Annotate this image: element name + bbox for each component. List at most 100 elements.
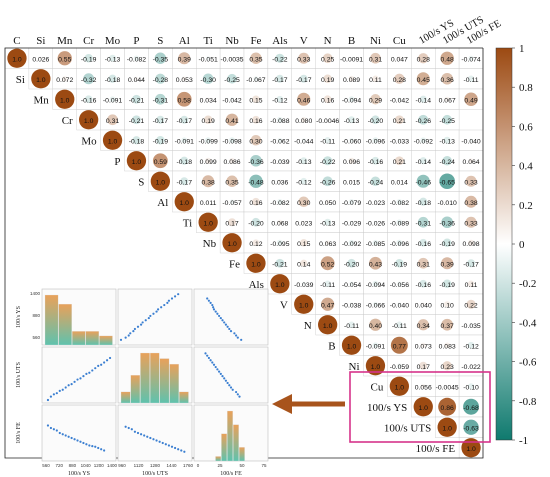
scatter-point — [94, 445, 97, 448]
correlation-dot — [294, 294, 314, 314]
correlation-value: -0.31 — [153, 97, 169, 104]
scatter-point — [127, 334, 130, 337]
correlation-value: -0.36 — [248, 159, 264, 166]
correlation-dot — [156, 136, 165, 145]
scatter-point — [167, 444, 171, 447]
scatter-point — [155, 310, 158, 313]
correlation-dot — [227, 73, 237, 84]
correlation-value: -0.19 — [81, 56, 97, 63]
correlation-value: -0.68 — [463, 405, 479, 412]
correlation-value: -0.089 — [390, 220, 409, 227]
scatter-point — [64, 386, 67, 389]
scatter-point — [124, 336, 127, 339]
correlation-dot — [275, 258, 285, 268]
correlation-dot — [156, 115, 165, 124]
correlation-dot — [108, 74, 117, 83]
correlation-value: 0.38 — [464, 200, 477, 207]
correlation-dot — [301, 138, 306, 143]
correlation-value: -0.091 — [103, 97, 122, 104]
correlation-dot — [246, 253, 266, 273]
correlation-value: 0.17 — [417, 364, 430, 371]
correlation-value: -0.20 — [248, 220, 264, 227]
correlation-value: 1.0 — [299, 302, 309, 309]
scatter-point — [147, 316, 150, 320]
correlation-dot — [202, 175, 215, 188]
correlation-value: 0.067 — [439, 97, 456, 104]
correlation-value: -0.48 — [248, 179, 264, 186]
correlation-value: -0.010 — [438, 200, 457, 207]
correlation-value: 0.036 — [271, 179, 288, 186]
correlation-value: -0.082 — [127, 56, 146, 63]
correlation-value: -0.029 — [342, 220, 361, 227]
correlation-value: -0.094 — [342, 97, 361, 104]
column-label: Cu — [393, 35, 406, 47]
correlation-value: 0.41 — [225, 118, 238, 125]
row-label: Al — [157, 197, 168, 209]
row-label: B — [328, 340, 335, 352]
correlation-dot — [369, 256, 382, 270]
correlation-value: -0.65 — [439, 179, 455, 186]
correlation-value: 0.19 — [202, 118, 215, 125]
correlation-value: -0.16 — [416, 241, 432, 248]
scatter-point — [231, 388, 234, 391]
correlation-value: 1.0 — [347, 343, 357, 350]
correlation-dot — [396, 239, 403, 246]
correlation-dot — [229, 137, 236, 144]
correlation-dot — [417, 319, 429, 331]
scatter-point — [160, 306, 163, 309]
scatter-point — [177, 293, 180, 296]
correlation-dot — [325, 240, 331, 246]
correlation-dot — [109, 54, 117, 62]
correlation-dot — [419, 361, 428, 370]
scatter-point — [103, 361, 106, 364]
row-label: 100/s UTS — [384, 422, 431, 434]
correlation-value: -0.040 — [390, 302, 409, 309]
correlation-value: -0.21 — [129, 118, 145, 125]
correlation-value: -0.46 — [416, 179, 432, 186]
correlation-value: 0.064 — [463, 159, 480, 166]
correlation-value: 0.49 — [464, 97, 477, 104]
correlation-dot — [463, 419, 479, 435]
correlation-value: -0.22 — [320, 159, 336, 166]
scatter-point — [97, 446, 100, 450]
scatter-point — [100, 448, 103, 451]
colorbar-tick-label: 0.6 — [519, 121, 533, 133]
correlation-dot — [301, 117, 307, 123]
column-label: Al — [179, 35, 190, 47]
row-label: Ni — [349, 361, 360, 373]
correlation-value: 0.099 — [200, 159, 217, 166]
correlation-value: 1.0 — [84, 118, 94, 125]
correlation-value: 0.40 — [369, 323, 382, 330]
correlation-value: -0.11 — [392, 323, 407, 330]
colorbar-tick-label: 0.4 — [519, 161, 533, 173]
correlation-dot — [467, 280, 475, 287]
row-label: P — [114, 156, 120, 168]
row-label: Ti — [183, 217, 192, 229]
correlation-value: -0.066 — [366, 302, 385, 309]
correlation-value: -0.040 — [461, 138, 480, 145]
histogram-bar — [227, 410, 233, 462]
scatter-point — [70, 382, 73, 386]
correlation-value: 0.044 — [128, 77, 145, 84]
correlation-value: -0.022 — [461, 364, 480, 371]
scatter-point — [152, 438, 155, 441]
correlation-dot — [109, 96, 116, 103]
correlation-value: 1.0 — [323, 323, 333, 330]
correlation-value: -0.13 — [296, 159, 312, 166]
correlation-value: -0.24 — [439, 159, 455, 166]
correlation-dot — [467, 383, 475, 390]
row-label: Als — [249, 279, 264, 291]
correlation-value: -0.099 — [199, 138, 218, 145]
correlation-value: -0.039 — [294, 282, 313, 289]
correlation-dot — [226, 175, 238, 187]
correlation-value: 0.080 — [295, 118, 312, 125]
correlation-value: -0.079 — [342, 200, 361, 207]
row-label: S — [138, 176, 144, 188]
correlation-dot — [444, 301, 451, 308]
correlation-value: -0.21 — [272, 261, 288, 268]
scatter-point — [180, 449, 183, 452]
column-label: C — [13, 35, 20, 47]
scatter-point — [167, 299, 171, 302]
